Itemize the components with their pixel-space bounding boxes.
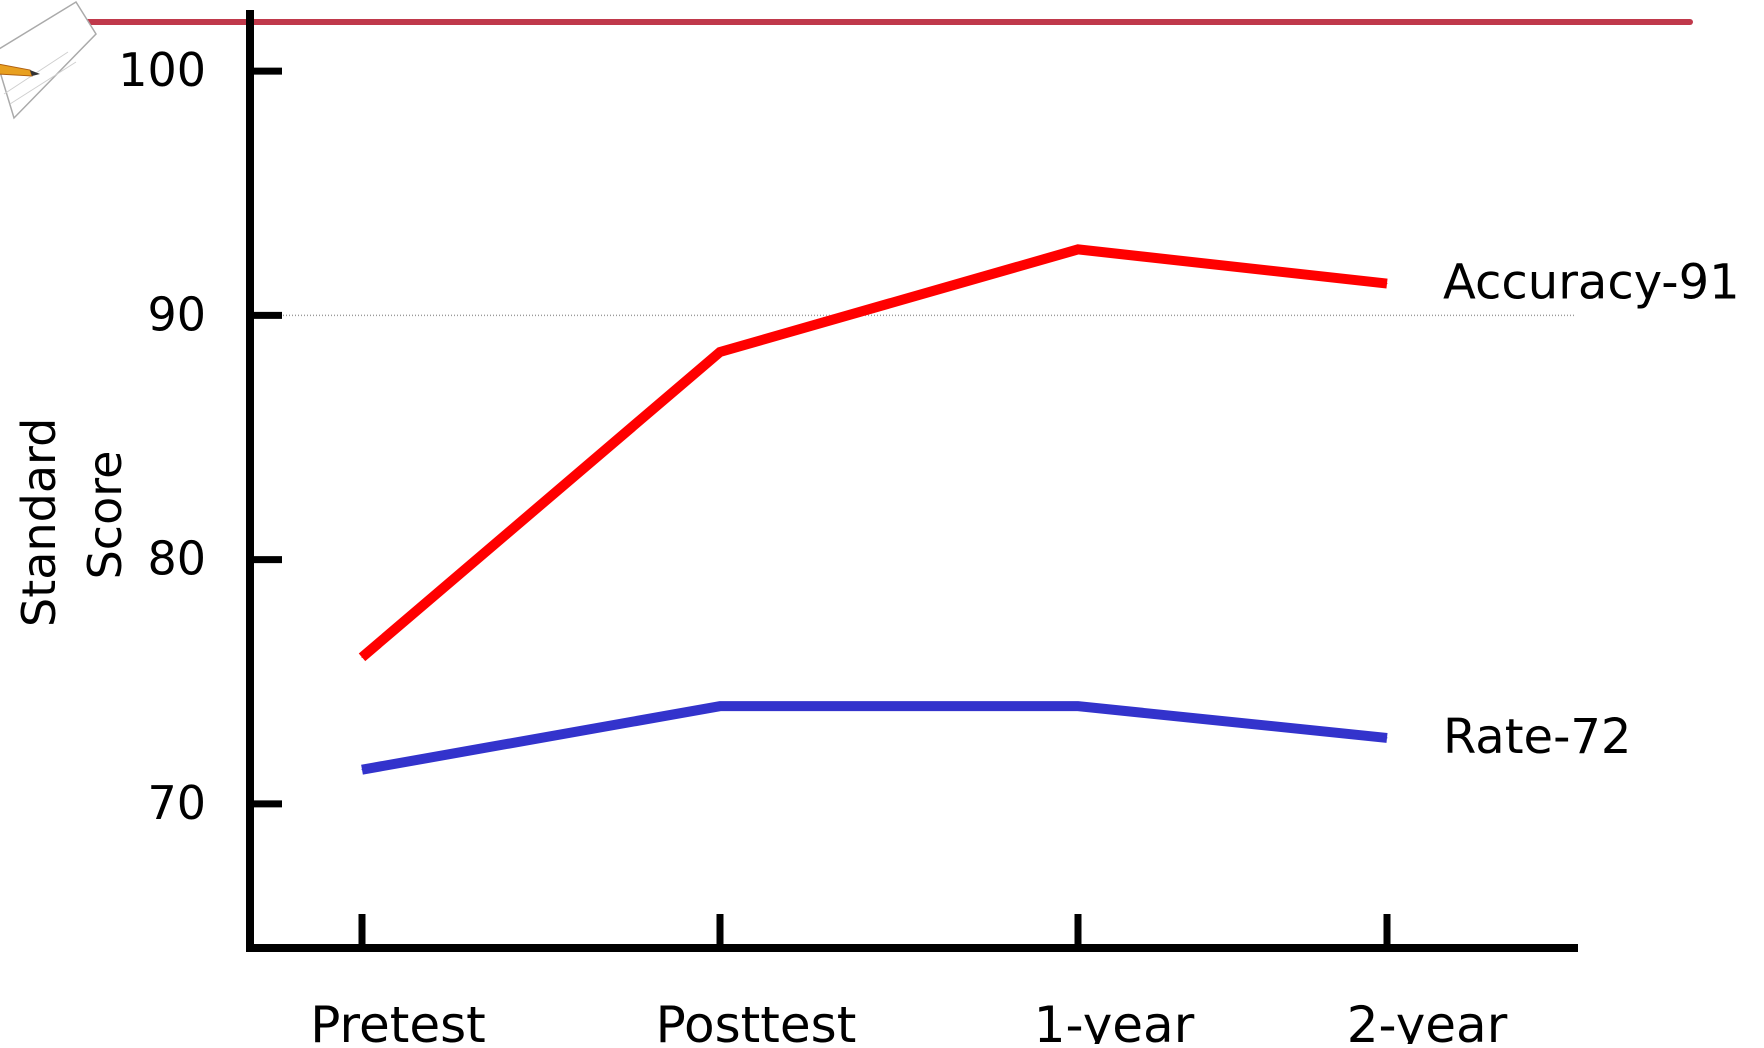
data-point <box>1386 283 1388 285</box>
data-point <box>1386 737 1388 739</box>
x-axis-ticks: Pretest Posttest 1-year 2-year <box>310 914 1508 1048</box>
series-line <box>361 701 1388 775</box>
y-tick-label: 70 <box>147 776 206 830</box>
y-axis-label-line-1: Standard <box>12 418 66 627</box>
data-point <box>719 705 721 707</box>
data-point <box>1077 248 1079 250</box>
y-tick-label: 100 <box>118 43 206 97</box>
series-label: Rate-72 <box>1443 709 1631 765</box>
y-axis-label-line-2: Score <box>78 451 132 580</box>
y-axis-ticks: 100 90 80 70 <box>118 43 282 830</box>
data-point <box>361 769 363 771</box>
data-point <box>361 656 363 658</box>
y-tick-label: 80 <box>147 532 206 586</box>
series-line <box>358 244 1388 662</box>
data-series: Accuracy-91 Rate-72 <box>358 244 1740 775</box>
data-point <box>719 351 721 353</box>
x-tick-label: 2-year <box>1347 996 1508 1044</box>
x-tick-label: Posttest <box>656 996 857 1044</box>
data-point <box>1077 705 1079 707</box>
x-tick-label: Pretest <box>310 996 486 1044</box>
y-tick-label: 90 <box>147 287 206 341</box>
pencil-paper-clipart-icon <box>0 0 97 120</box>
series-label: Accuracy-91 <box>1443 255 1740 311</box>
x-tick-label: 1-year <box>1034 996 1195 1044</box>
y-axis-label: Standard Score <box>12 403 132 627</box>
